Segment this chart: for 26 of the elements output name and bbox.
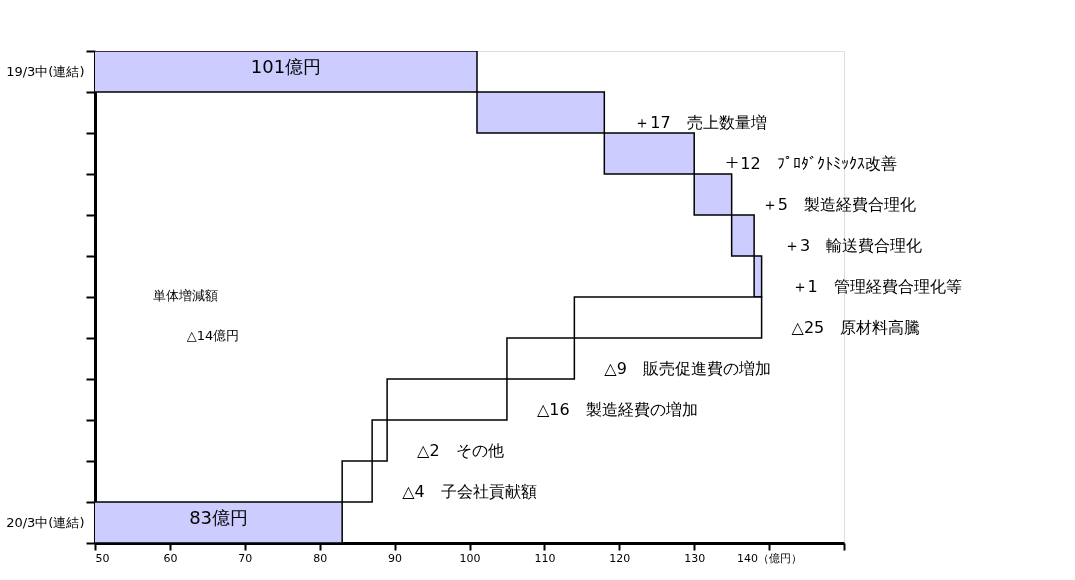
annotation: 単体増減額 xyxy=(152,288,218,303)
data-label: △4 子会社貢献額 xyxy=(402,481,537,501)
x-tick-label: 130 xyxy=(684,551,706,565)
annotation: △14億円 xyxy=(186,328,240,343)
x-tick-label: 100 xyxy=(459,551,481,565)
y-tick-label: 19/3中(連結) xyxy=(6,64,85,79)
data-label: △25 原材料高騰 xyxy=(791,317,921,337)
x-tick-label: 120 xyxy=(609,551,631,565)
data-label: ＋5 製造経費合理化 xyxy=(761,194,916,214)
y-tick-label: 20/3中(連結) xyxy=(6,515,85,530)
x-tick-label: 140（億円） xyxy=(737,551,803,565)
data-label: 101億円 xyxy=(250,55,322,77)
x-tick-label: 70 xyxy=(238,551,253,565)
data-label: ＋12 ﾌﾟﾛﾀﾞｸﾄﾐｯｸｽ改善 xyxy=(724,153,897,173)
data-label: △2 その他 xyxy=(417,440,504,460)
x-tick-label: 90 xyxy=(388,551,403,565)
x-tick-label: 50 xyxy=(95,551,110,565)
x-tick-label: 60 xyxy=(163,551,178,565)
data-label: ＋1 管理経費合理化等 xyxy=(791,276,962,296)
data-label: △9 販売促進費の増加 xyxy=(604,358,771,378)
x-tick-label: 80 xyxy=(313,551,328,565)
data-label: 83億円 xyxy=(189,506,249,528)
data-label: ＋17 売上数量増 xyxy=(634,112,767,132)
data-label: ＋3 輸送費合理化 xyxy=(784,235,923,255)
x-tick-label: 110 xyxy=(534,551,556,565)
data-label: △16 製造経費の増加 xyxy=(536,399,698,419)
